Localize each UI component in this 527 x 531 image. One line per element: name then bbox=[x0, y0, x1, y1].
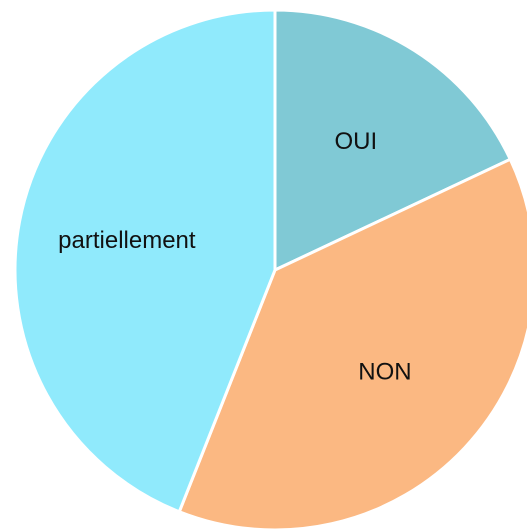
pie-slice bbox=[273, 8, 513, 273]
slice-label: partiellement bbox=[58, 227, 196, 254]
pie-slice bbox=[177, 157, 527, 531]
slice-label: OUI bbox=[334, 128, 377, 155]
slice-label: NON bbox=[358, 359, 411, 386]
pie-slice bbox=[13, 8, 277, 514]
